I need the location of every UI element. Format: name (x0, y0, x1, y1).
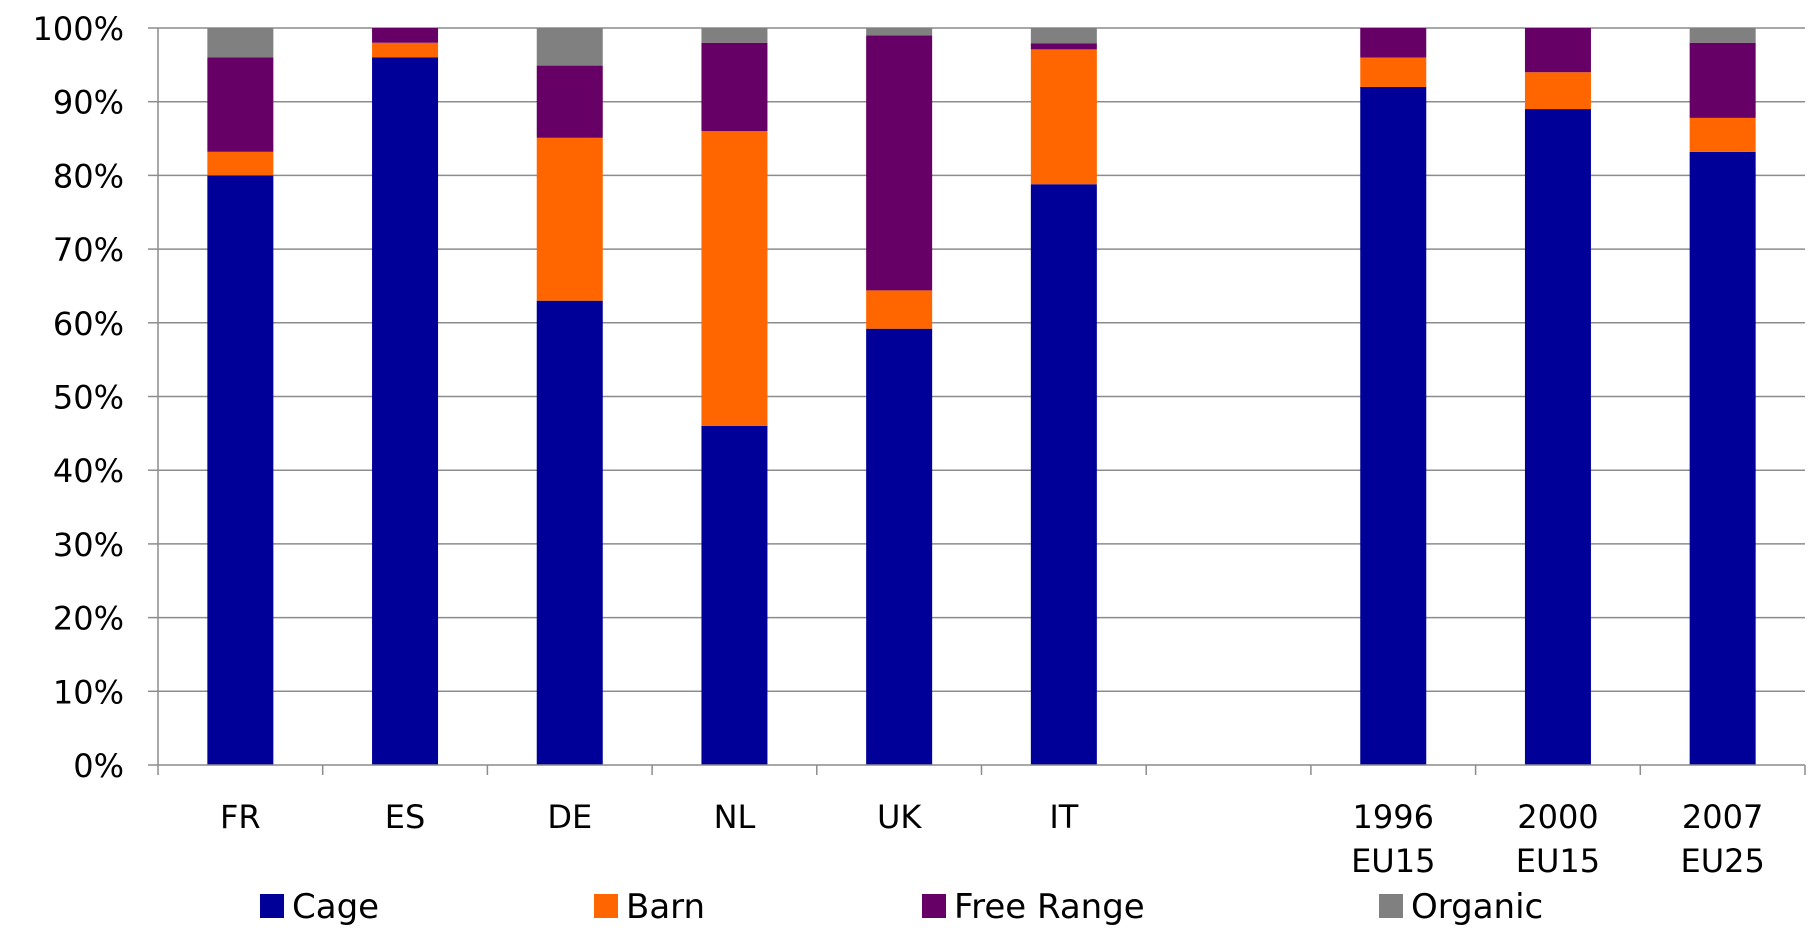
x-tick-label: EU25 (1680, 842, 1764, 880)
bar-organic (1030, 28, 1097, 44)
y-tick-label: 90% (53, 84, 124, 122)
bar-barn (1524, 72, 1591, 110)
bar-cage (1360, 86, 1427, 765)
legend: Cage Barn Free Range Organic (260, 887, 1543, 927)
y-tick-label: 80% (53, 157, 124, 195)
legend-label: Free Range (954, 887, 1145, 927)
bar-free-range (372, 28, 439, 43)
bar-barn (1360, 57, 1427, 87)
bar-barn (1689, 117, 1756, 152)
bar-free-range (1524, 28, 1591, 73)
bar-organic (207, 28, 274, 58)
bar-cage (701, 425, 768, 765)
bars (207, 28, 1756, 766)
bar-cage (866, 328, 933, 765)
bar-cage (536, 300, 603, 765)
x-tick-label: NL (714, 798, 756, 836)
y-tick-label: 70% (53, 231, 124, 269)
y-tick-label: 10% (53, 673, 124, 711)
bar-cage (1524, 109, 1591, 765)
bar-free-range (536, 65, 603, 138)
x-tick-label: 1996 (1353, 798, 1434, 836)
legend-swatch-cage (260, 894, 284, 918)
y-axis-tick-labels: 0% 10% 20% 30% 40% 50% 60% 70% 80% 90% 100% (33, 10, 124, 785)
y-tick-label: 20% (53, 600, 124, 638)
y-tick-label: 30% (53, 526, 124, 564)
x-tick-label: ES (385, 798, 426, 836)
bar-barn (207, 151, 274, 176)
y-tick-label: 60% (53, 305, 124, 343)
bar-cage (1689, 151, 1756, 766)
bar-barn (1030, 49, 1097, 185)
bar-cage (372, 57, 439, 766)
bar-barn (701, 131, 768, 426)
bar-organic (701, 28, 768, 43)
bar-free-range (1360, 28, 1427, 58)
x-tick-label: DE (547, 798, 592, 836)
x-axis-category-labels: FR ES DE NL UK IT 1996 EU15 2000 EU15 2007 EU25 (220, 798, 1765, 880)
legend-swatch-barn (594, 894, 618, 918)
y-tick-label: 0% (73, 747, 124, 785)
legend-swatch-free-range (922, 894, 946, 918)
y-tick-label: 100% (33, 10, 124, 48)
x-tick-label: 2007 (1682, 798, 1763, 836)
bar-free-range (701, 42, 768, 132)
legend-label: Organic (1411, 887, 1543, 927)
bar-free-range (1030, 43, 1097, 50)
bar-free-range (1689, 42, 1756, 118)
x-tick-label: 2000 (1517, 798, 1598, 836)
y-tick-label: 50% (53, 379, 124, 417)
x-tick-label: FR (220, 798, 261, 836)
x-tick-label: EU15 (1351, 842, 1435, 880)
y-tick-label: 40% (53, 452, 124, 490)
bar-free-range (866, 35, 933, 291)
bar-organic (536, 28, 603, 66)
legend-label: Barn (626, 887, 705, 927)
bar-barn (536, 137, 603, 301)
bar-barn (372, 42, 439, 58)
bar-barn (866, 290, 933, 329)
bar-organic (866, 28, 933, 36)
bar-free-range (207, 57, 274, 152)
x-tick-label: UK (877, 798, 922, 836)
x-tick-label: EU15 (1516, 842, 1600, 880)
legend-label: Cage (292, 887, 379, 927)
bar-cage (1030, 184, 1097, 765)
legend-swatch-organic (1379, 894, 1403, 918)
x-tick-label: IT (1049, 798, 1078, 836)
bar-organic (1689, 28, 1756, 43)
bar-cage (207, 175, 274, 765)
axes (157, 28, 1806, 775)
